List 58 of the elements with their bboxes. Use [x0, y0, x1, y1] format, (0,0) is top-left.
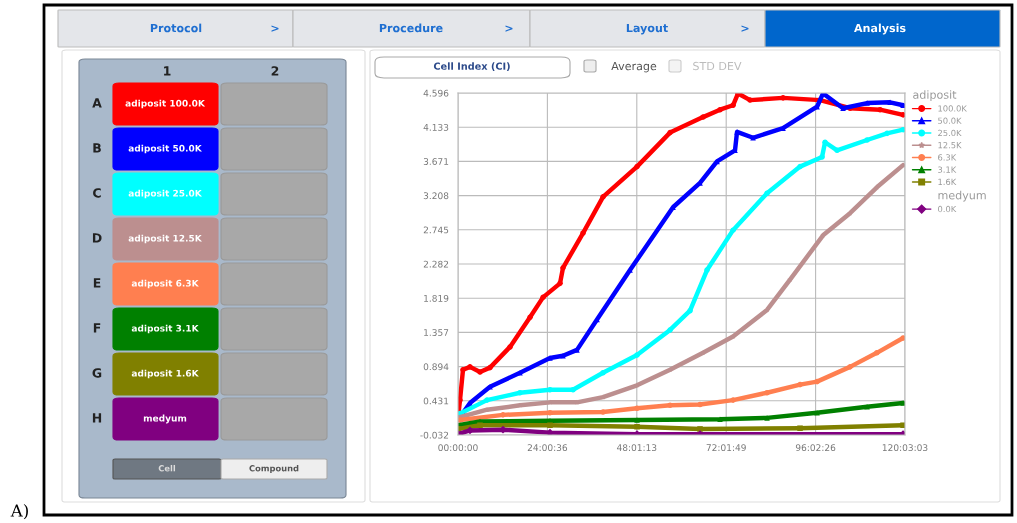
x-tick-label: 96:02:26 [795, 444, 836, 452]
text: C [93, 188, 101, 198]
text: A) [10, 503, 28, 520]
text: Average [611, 61, 657, 73]
text: > [741, 25, 749, 32]
text: F [93, 323, 101, 333]
legend-label: 12.5K [938, 142, 962, 149]
text: A [92, 98, 102, 108]
y-tick-label: 3.208 [423, 192, 449, 200]
text: H [92, 413, 102, 423]
y-tick-label: 2.745 [423, 226, 449, 234]
text: 1 [164, 66, 171, 76]
legend-title: adiposit [913, 90, 957, 101]
x-tick-label: 72:01:49 [706, 444, 746, 452]
text: D [92, 233, 102, 243]
y-tick-label: 2.282 [423, 260, 449, 268]
y-tick-label: 4.133 [423, 123, 449, 131]
text: adiposit 50.0K [128, 144, 203, 154]
text: > [505, 25, 513, 32]
text: Analysis [854, 23, 906, 35]
text: STD DEV [693, 61, 742, 71]
y-tick-label: -0.032 [420, 431, 449, 439]
text: > [271, 25, 279, 32]
y-tick-label: 0.431 [423, 397, 449, 405]
y-tick-label: 4.596 [423, 89, 449, 97]
text: medyum [143, 414, 187, 424]
legend-label: 1.6K [938, 178, 957, 185]
y-tick-label: 1.357 [424, 329, 449, 336]
legend-label: 50.0K [938, 117, 962, 124]
text: adiposit 6.3K [131, 279, 199, 289]
text: Cell Index (CI) [433, 62, 510, 71]
text: Layout [626, 23, 668, 35]
text: 2 [271, 66, 279, 76]
text: adiposit 12.5K [128, 234, 203, 244]
x-tick-label: 24:00:36 [527, 444, 568, 452]
legend-label: 0.0K [938, 205, 957, 213]
text: adiposit 1.6K [131, 369, 199, 379]
legend-label: 6.3K [938, 154, 957, 161]
legend-label: 3.1K [938, 166, 957, 173]
x-tick-label: 48:01:13 [616, 444, 657, 452]
text: Protocol [150, 23, 202, 33]
text: B [93, 143, 101, 153]
text: G [92, 368, 102, 378]
x-tick-label: 120:03:03 [882, 444, 928, 452]
y-tick-label: 0.894 [423, 363, 449, 371]
text: Cell [158, 464, 176, 472]
legend-label: 100.0K [938, 105, 967, 112]
text: Procedure [379, 23, 443, 33]
legend-label: 25.0K [938, 129, 962, 137]
text: adiposit 25.0K [128, 189, 203, 199]
text: medyum [938, 190, 986, 202]
text: adiposit 100.0K [125, 99, 206, 109]
text: adiposit 3.1K [131, 324, 199, 334]
text: Compound [249, 464, 299, 474]
y-tick-label: 1.819 [424, 294, 449, 302]
x-tick-label: 00:00:00 [438, 444, 478, 452]
y-tick-label: 3.671 [423, 158, 449, 165]
text: E [93, 278, 101, 288]
